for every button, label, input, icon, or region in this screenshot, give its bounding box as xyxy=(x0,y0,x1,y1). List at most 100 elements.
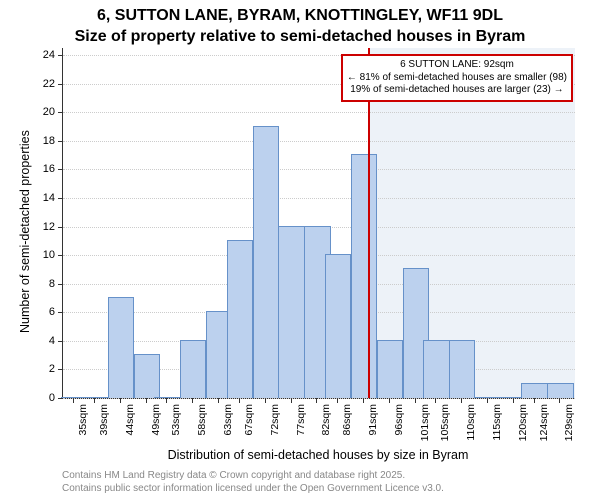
x-tick-label: 67sqm xyxy=(243,404,255,446)
y-tick-label: 2 xyxy=(49,363,55,375)
x-tick xyxy=(265,398,266,403)
y-tick xyxy=(58,255,63,256)
grid-line xyxy=(63,198,575,199)
y-tick xyxy=(58,341,63,342)
x-tick xyxy=(73,398,74,403)
x-tick-label: 77sqm xyxy=(295,404,307,446)
grid-line xyxy=(63,169,575,170)
y-tick-label: 20 xyxy=(43,106,55,118)
histogram-bar xyxy=(253,126,279,398)
x-tick-label: 120sqm xyxy=(517,404,529,446)
x-tick xyxy=(461,398,462,403)
histogram-bar xyxy=(423,340,449,398)
y-tick xyxy=(58,284,63,285)
x-tick xyxy=(218,398,219,403)
histogram-bar xyxy=(547,383,573,398)
x-tick-label: 105sqm xyxy=(439,404,451,446)
grid-line xyxy=(63,112,575,113)
y-tick xyxy=(58,55,63,56)
y-tick-label: 4 xyxy=(49,335,55,347)
y-tick-label: 12 xyxy=(43,221,55,233)
chart-title: 6, SUTTON LANE, BYRAM, KNOTTINGLEY, WF11… xyxy=(0,0,600,48)
footer-line-1: Contains HM Land Registry data © Crown c… xyxy=(62,470,444,483)
x-axis-title: Distribution of semi-detached houses by … xyxy=(62,448,574,462)
x-tick xyxy=(513,398,514,403)
y-tick xyxy=(58,84,63,85)
histogram-bar xyxy=(134,354,160,398)
x-tick-label: 63sqm xyxy=(222,404,234,446)
x-tick-label: 39sqm xyxy=(98,404,110,446)
y-tick xyxy=(58,198,63,199)
x-tick-label: 49sqm xyxy=(150,404,162,446)
y-tick-label: 10 xyxy=(43,249,55,261)
histogram-bar xyxy=(108,297,134,398)
x-tick-label: 58sqm xyxy=(196,404,208,446)
x-tick xyxy=(94,398,95,403)
y-tick-label: 16 xyxy=(43,163,55,175)
y-tick-label: 0 xyxy=(49,392,55,404)
grid-line xyxy=(63,398,575,399)
histogram-bar xyxy=(227,240,253,398)
x-tick xyxy=(166,398,167,403)
x-tick xyxy=(559,398,560,403)
y-tick xyxy=(58,169,63,170)
x-tick-label: 44sqm xyxy=(124,404,136,446)
x-tick-label: 110sqm xyxy=(465,404,477,446)
y-axis-title: Number of semi-detached properties xyxy=(18,130,32,333)
y-tick-label: 8 xyxy=(49,278,55,290)
x-tick xyxy=(389,398,390,403)
annotation-line-3: 19% of semi-detached houses are larger (… xyxy=(347,84,567,97)
x-tick-label: 86sqm xyxy=(341,404,353,446)
y-tick xyxy=(58,141,63,142)
x-tick xyxy=(435,398,436,403)
x-tick-label: 82sqm xyxy=(320,404,332,446)
histogram-bar xyxy=(449,340,475,398)
y-tick-label: 22 xyxy=(43,78,55,90)
histogram-bar xyxy=(180,340,206,398)
x-tick xyxy=(146,398,147,403)
x-tick-label: 35sqm xyxy=(77,404,89,446)
x-tick xyxy=(239,398,240,403)
histogram-bar xyxy=(377,340,403,398)
x-tick-label: 96sqm xyxy=(393,404,405,446)
title-line-1: 6, SUTTON LANE, BYRAM, KNOTTINGLEY, WF11… xyxy=(0,6,600,27)
x-tick xyxy=(534,398,535,403)
y-tick-label: 14 xyxy=(43,192,55,204)
histogram-bar xyxy=(521,383,547,398)
title-line-2: Size of property relative to semi-detach… xyxy=(0,27,600,48)
x-tick xyxy=(363,398,364,403)
y-tick xyxy=(58,312,63,313)
footer-line-2: Contains public sector information licen… xyxy=(62,483,444,496)
x-tick xyxy=(487,398,488,403)
histogram-bar xyxy=(351,154,377,398)
histogram-bar xyxy=(82,397,108,398)
plot-area: 02468101214161820222435sqm39sqm44sqm49sq… xyxy=(62,48,575,399)
annotation-box: 6 SUTTON LANE: 92sqm← 81% of semi-detach… xyxy=(341,54,573,102)
x-tick xyxy=(415,398,416,403)
x-tick-label: 53sqm xyxy=(170,404,182,446)
y-tick-label: 6 xyxy=(49,306,55,318)
grid-line xyxy=(63,141,575,142)
chart-footer: Contains HM Land Registry data © Crown c… xyxy=(62,470,444,495)
x-tick-label: 101sqm xyxy=(419,404,431,446)
y-tick-label: 24 xyxy=(43,49,55,61)
y-tick xyxy=(58,227,63,228)
x-tick-label: 115sqm xyxy=(491,404,503,446)
y-tick xyxy=(58,369,63,370)
x-tick-label: 91sqm xyxy=(367,404,379,446)
x-tick xyxy=(120,398,121,403)
y-tick xyxy=(58,398,63,399)
annotation-line-1: 6 SUTTON LANE: 92sqm xyxy=(347,59,567,72)
x-tick-label: 129sqm xyxy=(563,404,575,446)
x-tick-label: 72sqm xyxy=(269,404,281,446)
x-tick xyxy=(316,398,317,403)
annotation-line-2: ← 81% of semi-detached houses are smalle… xyxy=(347,72,567,85)
property-size-histogram: 6, SUTTON LANE, BYRAM, KNOTTINGLEY, WF11… xyxy=(0,0,600,500)
x-tick-label: 124sqm xyxy=(538,404,550,446)
y-tick-label: 18 xyxy=(43,135,55,147)
x-tick xyxy=(192,398,193,403)
x-tick xyxy=(291,398,292,403)
histogram-bar xyxy=(278,226,304,398)
y-tick xyxy=(58,112,63,113)
x-tick xyxy=(337,398,338,403)
